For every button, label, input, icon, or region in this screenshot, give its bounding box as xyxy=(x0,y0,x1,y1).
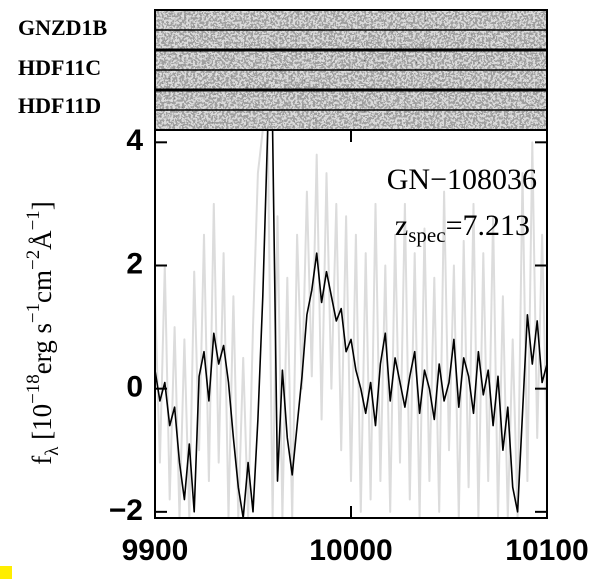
y-tick-label: 2 xyxy=(126,247,143,280)
marker xyxy=(0,566,12,579)
strip-dividers xyxy=(155,29,547,111)
spectrum-line xyxy=(155,130,547,518)
y-axis-label-part: λ xyxy=(42,446,63,456)
annotation-part: z xyxy=(395,209,408,242)
y-axis-label-part: cm xyxy=(27,270,57,303)
y-axis-label-part: f xyxy=(27,456,57,465)
plot-area xyxy=(155,130,547,518)
annotation-part: GN−108036 xyxy=(387,163,537,196)
strip-label: HDF11D xyxy=(18,93,101,118)
x-tick-label: 10100 xyxy=(505,534,588,567)
y-axis-label-part: Å xyxy=(27,230,57,250)
y-axis-label-part: ] xyxy=(27,201,57,210)
y-tick-label: 4 xyxy=(126,124,143,157)
strip-label: GNZD1B xyxy=(18,15,108,40)
y-axis-label-part: −18 xyxy=(23,374,44,404)
spectrum-line xyxy=(155,130,547,518)
y-tick-label: 0 xyxy=(126,371,143,404)
y-axis-label-part: [10 xyxy=(27,404,57,447)
y-tick-label: −2 xyxy=(109,494,143,527)
y-axis-label-part: −2 xyxy=(23,250,44,270)
annotation-part: =7.213 xyxy=(446,209,530,242)
y-axis-label-part: −1 xyxy=(23,303,44,323)
annotation: zspec=7.213 xyxy=(395,209,530,247)
y-axis-label-part: −1 xyxy=(23,210,44,230)
y-axis-label-part: erg s xyxy=(27,323,57,374)
y-axis-label: fλ [10−18erg s−1cm−2Å−1] xyxy=(23,201,63,465)
annotation: GN−108036 xyxy=(387,163,537,196)
x-tick-label: 9900 xyxy=(122,534,189,567)
strip-label: HDF11C xyxy=(18,55,101,80)
x-tick-label: 10000 xyxy=(309,534,392,567)
annotation-part: spec xyxy=(408,223,445,247)
